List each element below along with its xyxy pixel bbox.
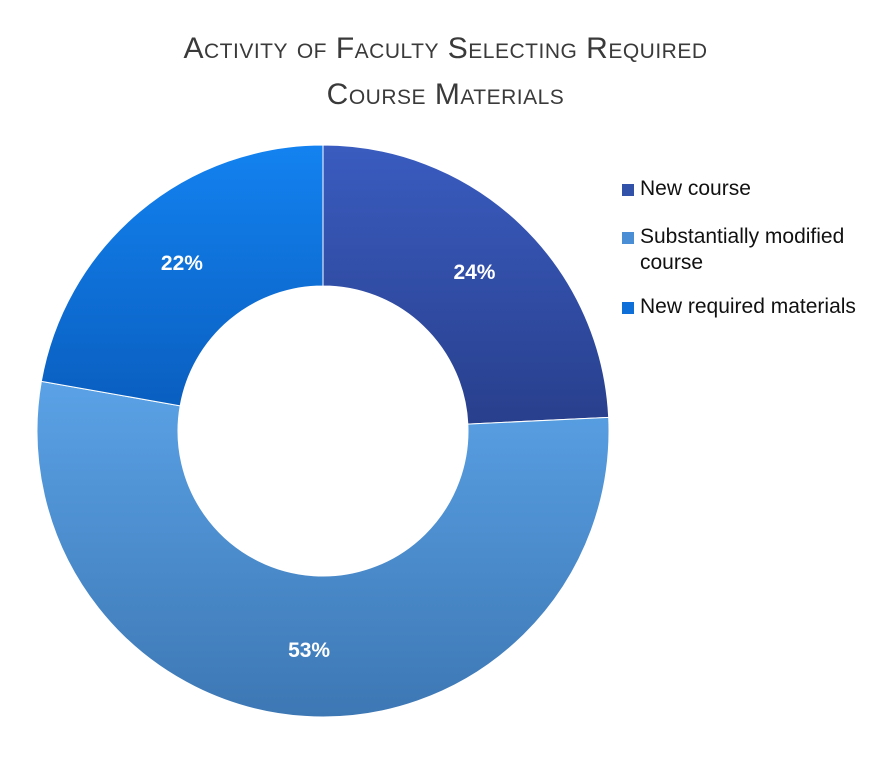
donut-slice-substantially-modified-course xyxy=(36,380,610,718)
legend: New course Substantially modified course… xyxy=(620,176,890,342)
chart-title-line-2: Course Materials xyxy=(326,78,565,111)
legend-swatch-new-required-materials xyxy=(622,302,634,314)
donut-slice-new-course xyxy=(322,144,610,425)
slice-label-new-course: 24% xyxy=(453,261,495,284)
legend-item-new-required-materials: New required materials xyxy=(620,294,890,320)
chart-title-line-1: Activity of Faculty Selecting Required xyxy=(183,32,708,65)
donut-slice-new-required-materials xyxy=(40,144,324,407)
legend-label-new-course: New course xyxy=(640,177,751,200)
slice-label-substantially-modified-course: 53% xyxy=(288,639,330,662)
legend-label-new-required-materials: New required materials xyxy=(640,295,856,318)
legend-swatch-substantially-modified-course xyxy=(622,232,634,244)
legend-label-substantially-modified-course: Substantially modified course xyxy=(640,225,845,274)
slice-label-new-required-materials: 22% xyxy=(161,252,203,275)
chart-title: Activity of Faculty Selecting Required C… xyxy=(0,26,891,118)
legend-swatch-new-course xyxy=(622,184,634,196)
legend-item-substantially-modified-course: Substantially modified course xyxy=(620,224,890,276)
legend-item-new-course: New course xyxy=(620,176,890,202)
